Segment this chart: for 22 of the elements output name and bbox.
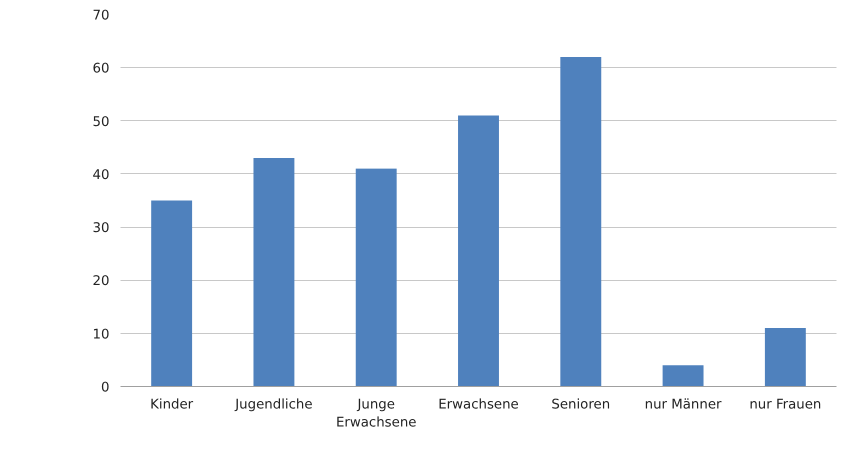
- bar: [356, 168, 397, 386]
- x-tick-label: Kinder: [150, 398, 194, 412]
- x-tick-label: Senioren: [551, 398, 610, 412]
- y-tick-label: 50: [92, 114, 110, 130]
- y-tick-label: 20: [92, 274, 110, 290]
- x-tick-label: nur Männer: [644, 398, 722, 412]
- x-tick-label: Jugendliche: [234, 398, 313, 412]
- bar: [662, 365, 704, 386]
- x-tick-label: nur Frauen: [749, 398, 822, 412]
- y-tick-label: 10: [92, 327, 110, 342]
- y-tick-label: 30: [92, 221, 110, 236]
- bar: [764, 328, 806, 386]
- y-tick-label: 0: [101, 380, 110, 396]
- bar: [560, 57, 602, 386]
- x-tick-label: Junge Erwachsene: [336, 398, 416, 430]
- bar: [253, 158, 294, 386]
- y-tick-label: 60: [92, 62, 110, 77]
- bar: [458, 115, 499, 386]
- bar: [151, 200, 192, 386]
- y-tick-label: 40: [92, 168, 110, 183]
- y-tick-label: 70: [92, 8, 110, 24]
- x-tick-label: Erwachsene: [438, 398, 519, 412]
